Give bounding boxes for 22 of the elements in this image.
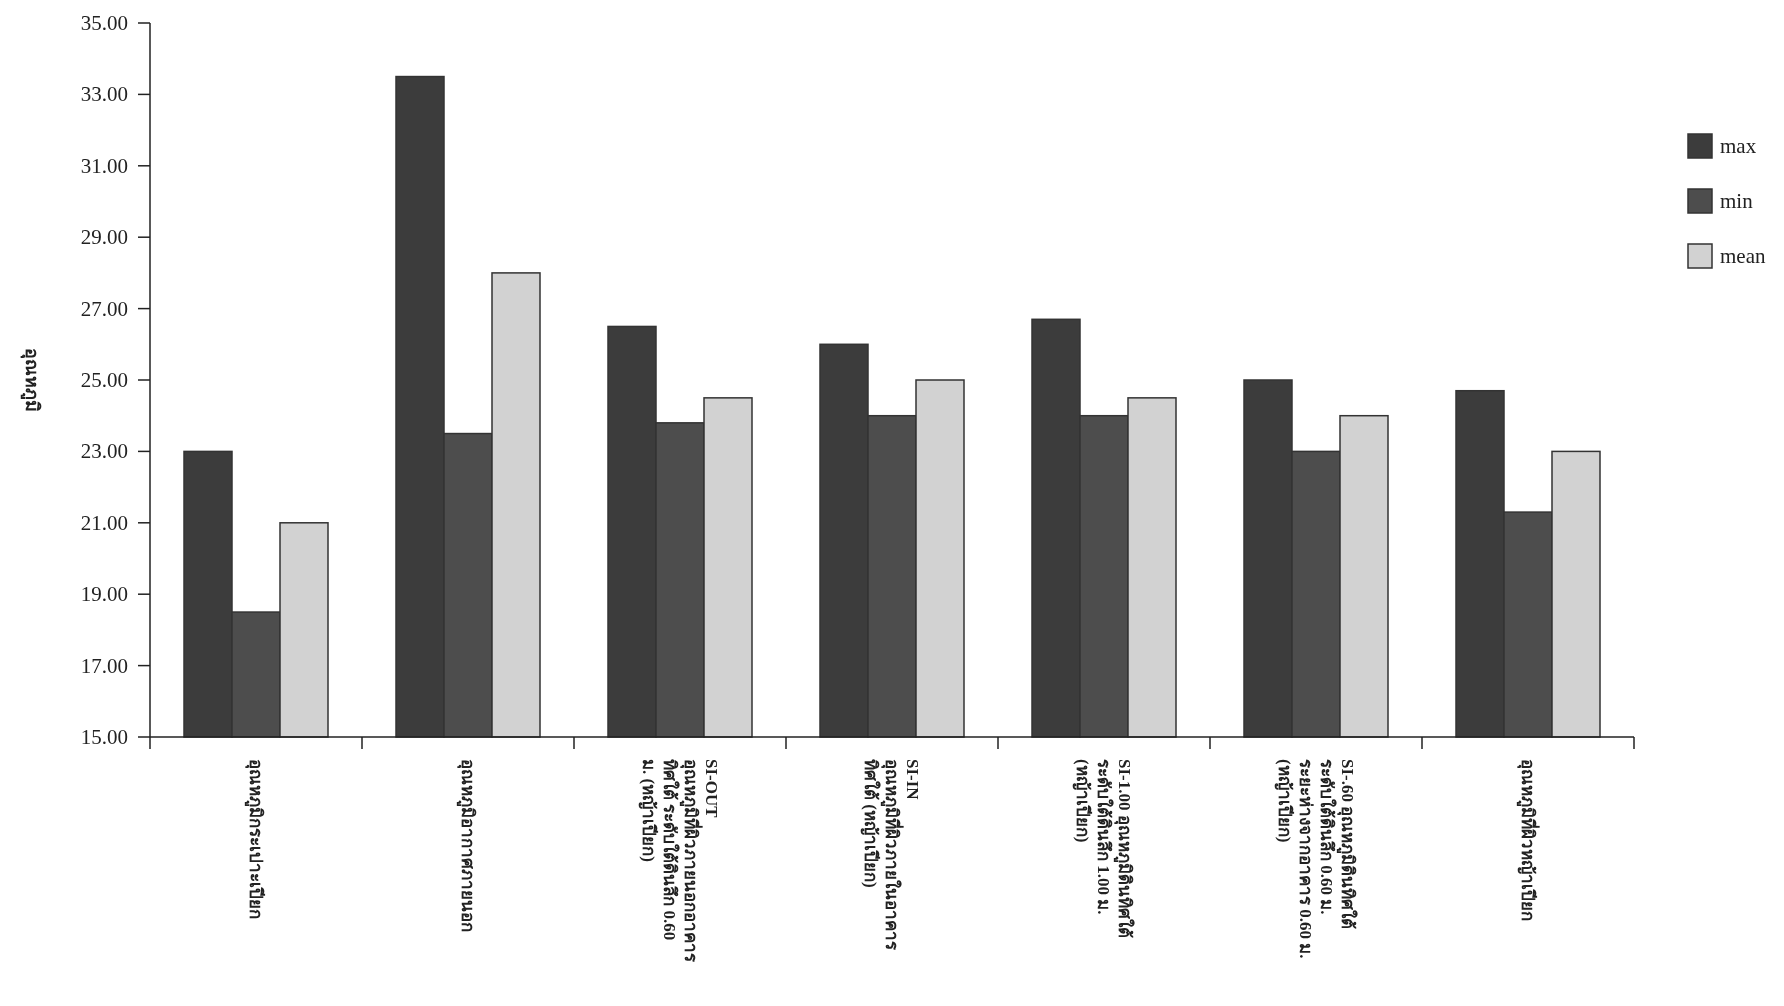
y-tick-label: 29.00 [80, 225, 128, 250]
y-tick-label: 17.00 [80, 653, 128, 678]
y-tick-label: 19.00 [80, 582, 128, 607]
y-tick-label: 33.00 [80, 82, 128, 107]
legend-label: min [1720, 189, 1754, 213]
x-tick-label: อุณหภูมิที่ผิวหญ้าเปียก [1516, 759, 1541, 921]
x-tick-label: อุณหภูมิกระเปาะเปียก [244, 759, 267, 919]
y-axis-title: อุณหภูมิ [20, 348, 42, 412]
x-tick-label: อุณหภูมิอากาศภายนอก [456, 759, 478, 932]
legend-label: mean [1720, 244, 1766, 268]
y-tick-label: 31.00 [80, 153, 128, 178]
x-tick-label: SI-.60 อุณหภูมิดินทิศใต้ ระดับใต้ดินลึก 0.60 ม. ระยะห่างจากอาคาร 0.60 ม. (หญ้าเปียก) [1274, 759, 1358, 959]
y-tick-label: 23.00 [80, 439, 128, 464]
y-tick-label: 15.00 [80, 725, 128, 749]
x-tick-label: SI-IN อุณหภูมิที่ผิวภายในอาคาร ทิศใต้ (หญ้าเปียก) [860, 759, 923, 951]
legend-label: max [1720, 134, 1757, 158]
x-tick-label: SI-1.00 อุณหภูมิดินทิศใต้ ระดับใต้ดินลึก 1.00 ม. (หญ้าเปียก) [1072, 759, 1136, 938]
y-tick-label: 21.00 [80, 510, 128, 535]
x-tick-label: SI-OUT อุณหภูมิที่ผิวภายนอกอาคาร ทิศใต้ ระดับใต้ดินลึก 0.60 ม. (หญ้าเปียก) [638, 759, 721, 963]
y-tick-label: 35.00 [80, 11, 128, 35]
y-tick-label: 27.00 [80, 296, 128, 321]
y-tick-label: 25.00 [80, 368, 128, 392]
